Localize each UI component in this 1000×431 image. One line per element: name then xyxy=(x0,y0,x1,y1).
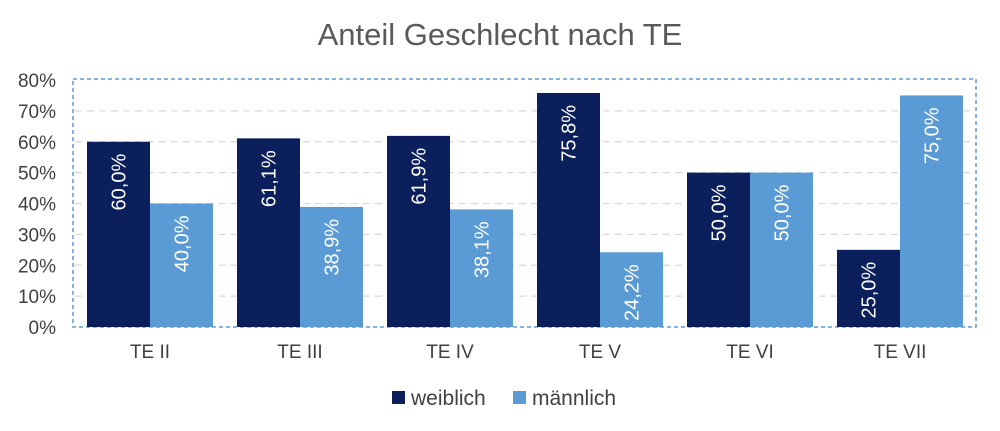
bar-weiblich-TE-V xyxy=(537,92,600,327)
plot-area-border xyxy=(72,78,977,328)
x-tick-label: TE VI xyxy=(726,342,774,363)
x-tick-label: TE IV xyxy=(426,342,474,363)
y-tick-label: 0% xyxy=(29,318,57,339)
y-tick-label: 80% xyxy=(18,71,56,92)
x-tick-label: TE V xyxy=(579,342,622,363)
data-label: 50,0% xyxy=(772,184,794,241)
y-tick-label: 20% xyxy=(18,256,56,277)
y-tick-label: 50% xyxy=(18,164,56,185)
y-tick-label: 70% xyxy=(18,102,56,123)
gridlines xyxy=(75,110,975,297)
bar-männlich-TE-VII xyxy=(900,95,963,327)
bar-weiblich-TE-IV xyxy=(387,135,450,327)
bar-männlich-TE-V xyxy=(600,252,663,327)
legend-swatch-männlich xyxy=(513,391,526,404)
data-label: 75,0% xyxy=(922,107,944,164)
bar-männlich-TE-VI xyxy=(750,172,813,327)
x-tick-label: TE VII xyxy=(874,342,927,363)
data-label: 50,0% xyxy=(709,184,731,241)
x-tick-label: TE III xyxy=(277,342,322,363)
bar-weiblich-TE-II xyxy=(87,141,150,327)
bar-männlich-TE-II xyxy=(150,203,213,327)
legend-label: männlich xyxy=(532,387,616,410)
y-tick-label: 60% xyxy=(18,133,56,154)
legend-label: weiblich xyxy=(410,387,486,410)
data-label: 25,0% xyxy=(859,262,881,319)
y-tick-label: 10% xyxy=(18,287,56,308)
legend: weiblich männlich xyxy=(392,387,616,410)
data-label: 40,0% xyxy=(172,215,194,272)
data-label: 61,9% xyxy=(409,148,431,205)
legend-swatch-weiblich xyxy=(392,391,405,404)
data-label: 38,9% xyxy=(322,219,344,276)
x-axis-ticks: TE II TE III TE IV TE V TE VI TE VII xyxy=(130,342,926,363)
y-tick-label: 40% xyxy=(18,195,56,216)
bar-weiblich-TE-VI xyxy=(687,172,750,327)
y-axis-ticks: 0% 10% 20% 30% 40% 50% 60% 70% 80% xyxy=(18,71,56,339)
chart-title: Anteil Geschlecht nach TE xyxy=(318,17,683,52)
bar-männlich-TE-IV xyxy=(450,209,513,327)
data-label: 61,1% xyxy=(259,150,281,207)
bars xyxy=(87,92,963,327)
data-labels: 60,0% 40,0% 61,1% 38,9% 61,9% 38,1% 75,8% 24,2%… xyxy=(109,105,944,321)
x-tick-label: TE II xyxy=(130,342,170,363)
data-label: 24,2% xyxy=(622,264,644,321)
data-label: 60,0% xyxy=(109,154,131,211)
bar-weiblich-TE-III xyxy=(237,138,300,327)
data-label: 75,8% xyxy=(559,105,581,162)
data-label: 38,1% xyxy=(472,221,494,278)
bar-männlich-TE-III xyxy=(300,206,363,327)
y-tick-label: 30% xyxy=(18,225,56,246)
bar-weiblich-TE-VII xyxy=(837,249,900,327)
